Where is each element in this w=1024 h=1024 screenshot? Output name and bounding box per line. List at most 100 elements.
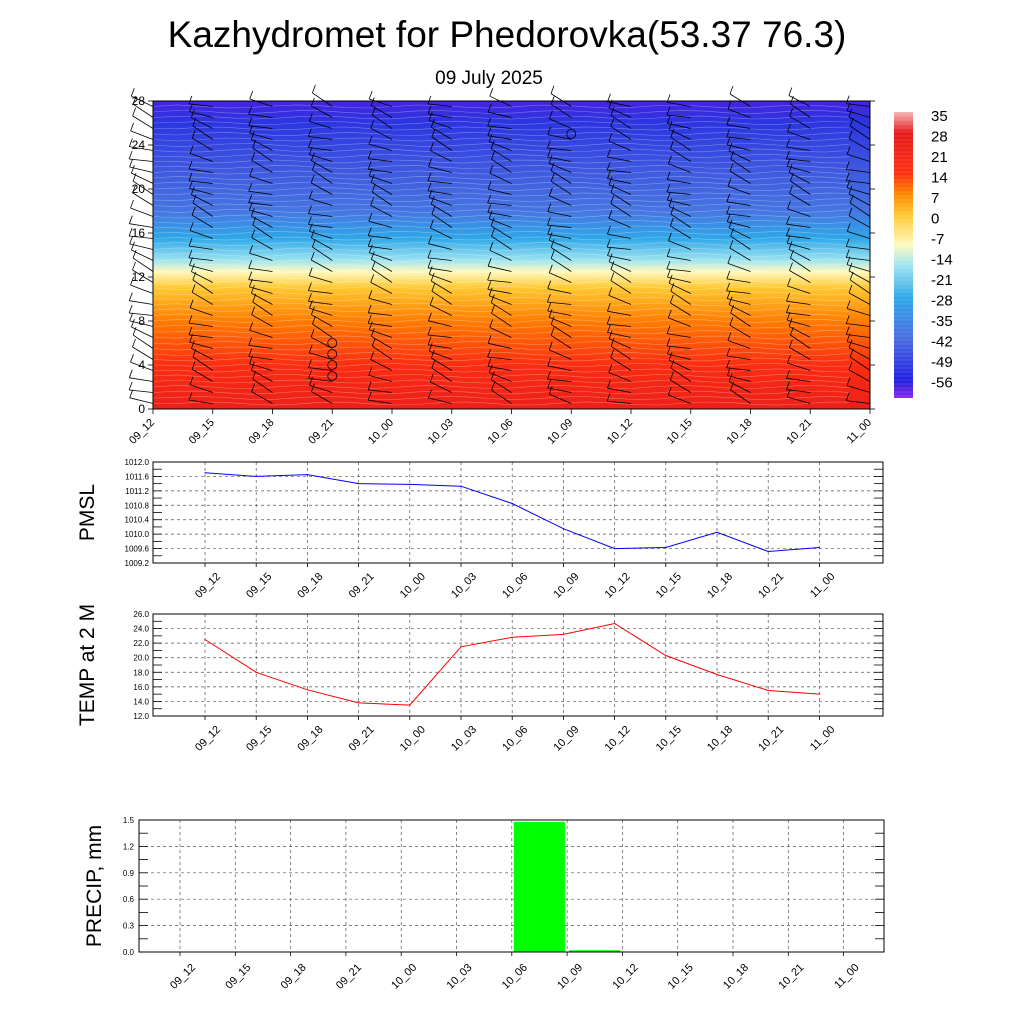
wind-barb bbox=[846, 169, 871, 173]
wind-barb bbox=[788, 172, 811, 184]
data-point bbox=[511, 636, 513, 638]
y-tick-label: 16 bbox=[132, 226, 146, 240]
wind-barb-feather bbox=[368, 135, 373, 145]
wind-barb-feather bbox=[848, 130, 853, 139]
wind-barb-feather bbox=[726, 347, 731, 357]
wind-barb-feather bbox=[848, 284, 853, 294]
wind-barb-feather bbox=[670, 283, 675, 292]
wind-barb-feather bbox=[131, 164, 135, 174]
wind-barb bbox=[370, 205, 393, 217]
wind-barb-feather bbox=[368, 367, 373, 376]
wind-barb bbox=[489, 327, 512, 338]
wind-barb-feather bbox=[311, 306, 315, 315]
wind-barb bbox=[308, 367, 333, 371]
wind-barb bbox=[309, 384, 333, 393]
wind-barb-feather bbox=[308, 282, 312, 291]
wind-barb bbox=[249, 286, 273, 294]
wind-barb-feather bbox=[727, 178, 732, 187]
wind-barb bbox=[487, 135, 512, 140]
wind-barb-feather bbox=[726, 282, 730, 292]
x-tick-label: 09_18 bbox=[247, 417, 277, 447]
wind-barb bbox=[370, 282, 393, 294]
x-tick-label: 11_00 bbox=[808, 724, 838, 754]
wind-barb bbox=[430, 381, 452, 393]
wind-barb-feather bbox=[610, 272, 615, 281]
colorbar-label: 14 bbox=[931, 170, 948, 187]
wind-barb-feather bbox=[132, 184, 136, 194]
wind-barb-feather bbox=[132, 249, 137, 259]
wind-barb bbox=[548, 162, 572, 173]
wind-barb-feather bbox=[667, 386, 672, 396]
wind-barb-feather bbox=[130, 122, 134, 132]
wind-barb bbox=[550, 103, 572, 118]
y-tick-label: 0.3 bbox=[123, 922, 135, 931]
wind-barb-feather bbox=[666, 337, 671, 347]
wind-barb-feather bbox=[249, 245, 253, 254]
wind-barb bbox=[191, 194, 213, 206]
wind-barb-feather bbox=[251, 361, 255, 371]
data-point bbox=[665, 546, 667, 549]
data-point bbox=[255, 671, 257, 673]
wind-barb bbox=[549, 349, 572, 360]
wind-barb bbox=[550, 170, 572, 184]
wind-barb-feather bbox=[728, 219, 733, 228]
wind-barb-feather bbox=[310, 152, 315, 161]
wind-barb bbox=[312, 323, 333, 338]
wind-barb-feather bbox=[490, 217, 495, 226]
wind-barb bbox=[132, 192, 154, 206]
x-tick-label: 10_18 bbox=[705, 724, 735, 754]
wind-barb bbox=[786, 300, 811, 305]
wind-barb bbox=[427, 344, 452, 349]
isotherm-contour bbox=[152, 390, 850, 395]
x-tick-label: 10_21 bbox=[756, 724, 786, 754]
isotherm-contour bbox=[152, 137, 850, 142]
wind-barb-feather bbox=[131, 318, 135, 328]
data-point bbox=[818, 546, 821, 549]
wind-barb-feather bbox=[128, 215, 133, 224]
wind-barb-feather bbox=[668, 351, 673, 361]
wind-barb-feather bbox=[607, 247, 611, 256]
wind-barb-feather bbox=[846, 377, 851, 386]
isotherm-contour bbox=[152, 275, 850, 279]
data-point bbox=[614, 548, 616, 550]
wind-barb bbox=[846, 385, 871, 393]
wind-barb bbox=[487, 289, 512, 294]
colorbar-label: -28 bbox=[931, 293, 953, 310]
wind-barb bbox=[249, 132, 273, 140]
isotherm-contour bbox=[152, 176, 850, 180]
isotherm-contour bbox=[152, 159, 850, 164]
wind-barb bbox=[728, 150, 751, 162]
wind-barb-feather bbox=[427, 172, 432, 182]
colorbar-label: -14 bbox=[931, 252, 953, 269]
isotherm-contour bbox=[152, 313, 850, 318]
wind-barb bbox=[790, 257, 811, 272]
data-point bbox=[255, 475, 257, 477]
wind-barb bbox=[670, 148, 692, 162]
wind-barb-feather bbox=[370, 174, 375, 183]
wind-barb-feather bbox=[190, 109, 195, 118]
wind-barb bbox=[430, 227, 452, 239]
wind-barb-feather bbox=[547, 379, 552, 389]
wind-barb bbox=[547, 156, 572, 162]
wind-barb bbox=[189, 341, 213, 349]
wind-barb-feather bbox=[312, 238, 316, 248]
wind-barb-feather bbox=[547, 126, 552, 135]
wind-barb bbox=[848, 292, 871, 305]
wind-barb-feather bbox=[427, 95, 432, 105]
x-tick-label: 10_00 bbox=[389, 962, 419, 992]
wind-barb bbox=[427, 113, 452, 118]
wind-barb bbox=[726, 124, 751, 129]
isotherm-contour bbox=[152, 165, 850, 169]
wind-barb bbox=[310, 336, 333, 349]
wind-barb bbox=[489, 295, 512, 305]
wind-barb bbox=[730, 235, 751, 250]
wind-barb bbox=[608, 184, 632, 195]
wind-barb bbox=[729, 93, 751, 107]
wind-barb-feather bbox=[490, 371, 495, 380]
wind-barb-feather bbox=[728, 142, 733, 152]
wind-barb bbox=[368, 312, 393, 316]
x-tick-label: 10_06 bbox=[500, 571, 530, 601]
wind-barb-feather bbox=[128, 150, 133, 160]
wind-barb-feather bbox=[607, 303, 611, 312]
isotherm-contour bbox=[152, 319, 850, 323]
